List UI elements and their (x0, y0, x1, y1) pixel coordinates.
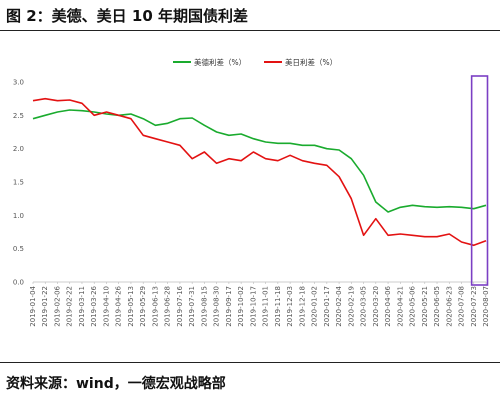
x-tick-label: 2019-11-01 (262, 286, 270, 327)
x-tick-label: 2019-06-28 (164, 286, 172, 327)
x-tick-label: 2020-04-06 (384, 285, 392, 326)
y-tick-label: 0.5 (13, 245, 24, 253)
series-lines (32, 97, 487, 247)
x-tick-label: 2020-04-21 (396, 286, 404, 327)
y-tick-label: 0.0 (13, 279, 24, 287)
x-tick-label: 2020-06-23 (445, 286, 453, 327)
y-tick-label: 2.0 (13, 145, 24, 153)
figure-title: 图 2：美德、美日 10 年期国债利差 (6, 7, 248, 25)
x-tick-label: 2020-03-20 (372, 286, 380, 327)
legend: 美德利差（%） 美日利差（%） (173, 57, 337, 67)
legend-label: 美日利差（%） (285, 57, 337, 67)
x-tick-label: 2019-12-03 (286, 286, 294, 327)
x-tick-label: 2020-03-05 (360, 286, 368, 327)
x-tick-label: 2020-05-06 (409, 285, 417, 326)
y-tick-label: 1.5 (13, 179, 24, 187)
source-note: 资料来源：wind，一德宏观战略部 (6, 376, 226, 392)
x-tick-label: 2020-08-07 (482, 286, 490, 327)
x-tick-label: 2019-07-16 (176, 285, 184, 326)
x-tick-label: 2019-05-13 (127, 286, 135, 327)
x-tick-label: 2019-12-18 (298, 286, 306, 327)
x-tick-label: 2019-09-17 (225, 286, 233, 327)
x-tick-label: 2020-02-19 (347, 286, 355, 327)
x-tick-label: 2019-10-17 (249, 286, 257, 327)
x-tick-label: 2020-06-05 (433, 286, 441, 327)
x-tick-label: 2019-03-11 (78, 286, 86, 327)
x-tick-label: 2019-02-22 (66, 286, 74, 327)
x-tick-label: 2020-05-21 (421, 286, 429, 327)
x-tick-label: 2020-07-08 (458, 286, 466, 327)
legend-label: 美德利差（%） (194, 57, 246, 67)
x-tick-label: 2019-04-26 (115, 285, 123, 326)
source-rule (0, 362, 500, 363)
x-tick-label: 2019-04-10 (102, 286, 110, 327)
x-tick-label: 2019-03-26 (90, 285, 98, 326)
series-line-us-de (32, 109, 487, 213)
y-tick-label: 1.0 (13, 212, 24, 220)
x-tick-label: 2020-02-04 (335, 285, 343, 326)
x-tick-label: 2019-01-04 (29, 285, 37, 326)
title-rule (0, 30, 500, 31)
x-tick-label: 2019-06-13 (151, 286, 159, 327)
x-tick-label: 2019-02-06 (53, 285, 61, 326)
highlight-rect (470, 75, 489, 286)
x-tick-label: 2020-01-02 (311, 286, 319, 327)
line-chart: 美德利差（%） 美日利差（%） 0.0 0.5 1.0 1.5 2.0 2.5 3.0 2019… (13, 57, 490, 327)
highlight-box (470, 75, 489, 286)
y-tick-label: 3.0 (13, 79, 24, 87)
x-tick-label: 2019-01-22 (41, 286, 49, 327)
x-tick-label: 2019-05-29 (139, 286, 147, 327)
x-tick-label: 2020-01-17 (323, 286, 331, 327)
x-tick-label: 2019-11-18 (274, 286, 282, 327)
x-tick-label: 2019-10-02 (237, 286, 245, 327)
series-line-us-jp (32, 97, 487, 247)
x-tick-label: 2020-07-23 (470, 286, 478, 327)
axes: 0.0 0.5 1.0 1.5 2.0 2.5 3.0 2019-01-04 2019-01-2… (13, 79, 490, 327)
x-tick-label: 2019-08-15 (200, 286, 208, 327)
x-tick-label: 2019-07-31 (188, 286, 196, 327)
x-tick-label: 2019-08-30 (213, 286, 221, 327)
y-tick-label: 2.5 (13, 112, 24, 120)
